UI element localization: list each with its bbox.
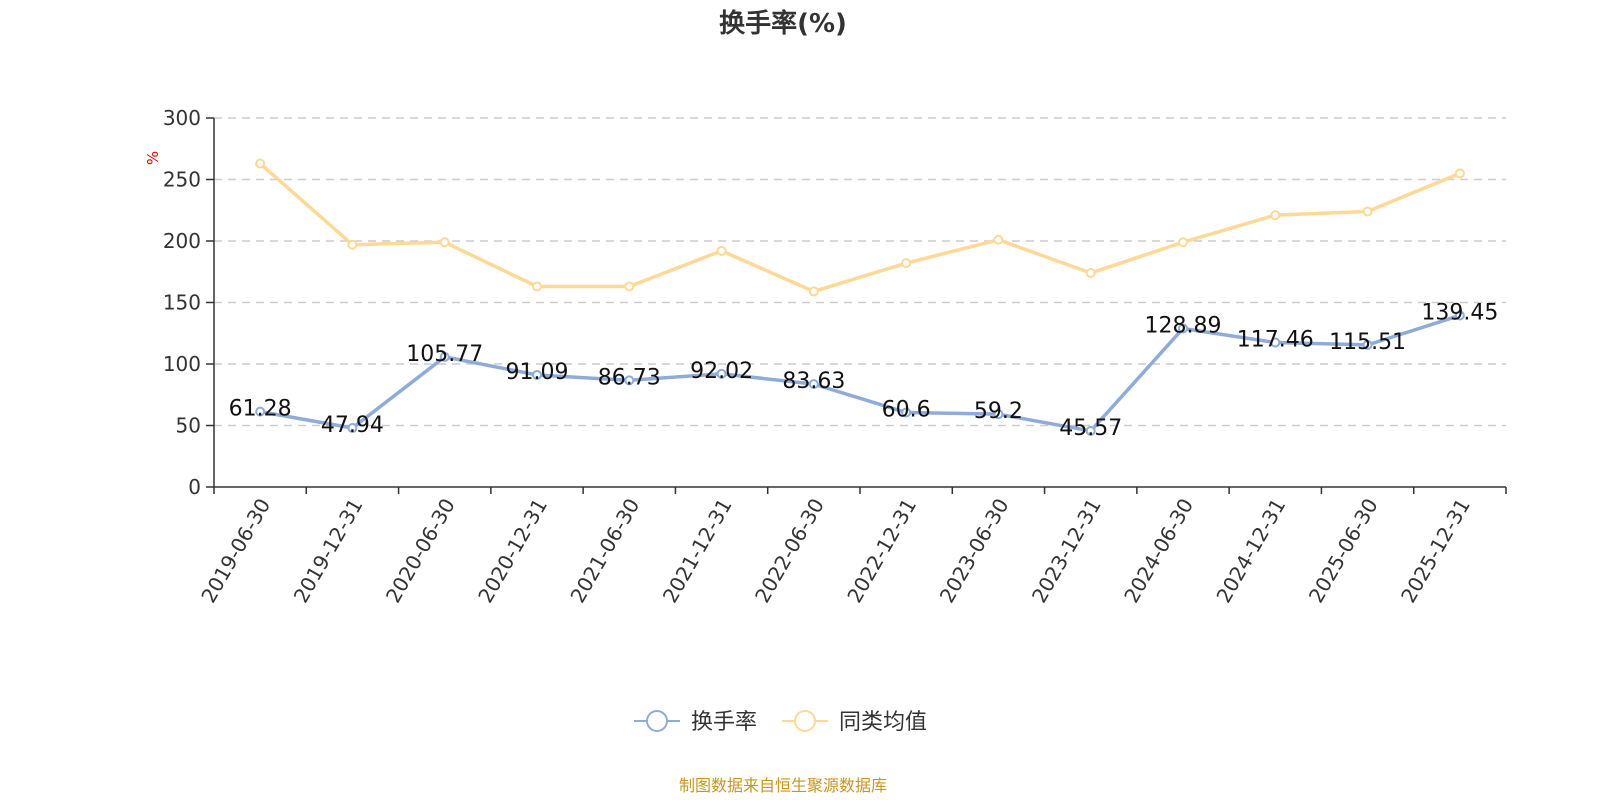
x-tick-label: 2019-12-31 <box>289 494 368 607</box>
data-point[interactable] <box>808 379 819 390</box>
data-label: 59.2 <box>974 399 1023 424</box>
data-point[interactable] <box>1362 206 1373 217</box>
x-tick-label: 2024-12-31 <box>1211 494 1290 607</box>
x-tick-label: 2023-06-30 <box>935 494 1014 607</box>
x-tick-label: 2021-06-30 <box>565 494 644 607</box>
legend-label: 换手率 <box>691 710 757 735</box>
y-tick-label: 150 <box>163 291 201 315</box>
legend-marker-icon <box>794 710 816 732</box>
data-label: 61.28 <box>229 397 292 422</box>
data-point[interactable] <box>255 158 266 169</box>
data-point[interactable] <box>1454 168 1465 179</box>
data-point[interactable] <box>1085 267 1096 278</box>
data-point[interactable] <box>1270 337 1281 348</box>
x-tick-label: 2021-12-31 <box>658 494 737 607</box>
x-tick-label: 2023-12-31 <box>1027 494 1106 607</box>
data-point[interactable] <box>439 237 450 248</box>
data-point[interactable] <box>255 406 266 417</box>
data-point[interactable] <box>716 245 727 256</box>
data-point[interactable] <box>347 423 358 434</box>
data-point[interactable] <box>993 409 1004 420</box>
legend-item-1[interactable]: 同类均值 <box>782 710 927 735</box>
data-point[interactable] <box>1178 237 1188 248</box>
chart-title: 换手率(%) <box>719 8 847 39</box>
data-point[interactable] <box>1362 339 1373 350</box>
data-label: 47.94 <box>321 413 384 438</box>
data-label: 45.57 <box>1059 416 1122 441</box>
y-tick-label: 0 <box>188 475 201 499</box>
data-label: 60.6 <box>882 397 931 422</box>
y-tick-label: 200 <box>163 229 201 253</box>
x-tick-label: 2022-06-30 <box>750 494 829 607</box>
data-point[interactable] <box>1178 323 1188 334</box>
data-point[interactable] <box>901 258 912 269</box>
data-label: 117.46 <box>1237 328 1314 353</box>
data-point[interactable] <box>624 375 635 386</box>
data-point[interactable] <box>532 281 542 292</box>
data-point[interactable] <box>347 239 358 250</box>
data-point[interactable] <box>993 234 1004 245</box>
y-tick-label: 50 <box>176 414 201 438</box>
series-line-1 <box>258 162 1461 294</box>
data-source-footer: 制图数据来自恒生聚源数据库 <box>679 776 887 795</box>
data-point[interactable] <box>901 407 912 418</box>
y-tick-label: 300 <box>163 106 201 130</box>
x-tick-label: 2019-06-30 <box>196 494 275 607</box>
legend-item-0[interactable]: 换手率 <box>634 710 757 735</box>
y-tick-label: 100 <box>163 352 201 376</box>
data-point[interactable] <box>532 369 542 380</box>
data-label: 139.45 <box>1421 300 1498 325</box>
data-label: 128.89 <box>1145 313 1222 338</box>
x-tick-label: 2022-12-31 <box>842 494 921 607</box>
data-point[interactable] <box>1085 425 1096 436</box>
x-tick-label: 2020-06-30 <box>381 494 460 607</box>
data-label: 105.77 <box>406 342 483 367</box>
legend-marker-icon <box>646 710 668 732</box>
data-label: 92.02 <box>690 359 753 384</box>
series-line-0 <box>259 313 1461 433</box>
data-label: 115.51 <box>1329 330 1406 355</box>
data-point[interactable] <box>1454 310 1465 321</box>
x-tick-label: 2025-06-30 <box>1304 494 1383 607</box>
y-tick-label: 250 <box>163 168 201 192</box>
y-axis-unit-label: % <box>144 151 162 165</box>
data-point[interactable] <box>808 286 819 297</box>
legend-label: 同类均值 <box>839 710 927 735</box>
data-point[interactable] <box>439 351 450 362</box>
data-point[interactable] <box>1270 210 1281 221</box>
data-point[interactable] <box>624 281 635 292</box>
data-label: 83.63 <box>782 369 845 394</box>
x-tick-label: 2025-12-31 <box>1396 494 1475 607</box>
data-label: 86.73 <box>598 365 661 390</box>
x-tick-label: 2020-12-31 <box>473 494 552 607</box>
data-label: 91.09 <box>506 360 569 385</box>
x-tick-label: 2024-06-30 <box>1119 494 1198 607</box>
data-point[interactable] <box>716 368 727 379</box>
